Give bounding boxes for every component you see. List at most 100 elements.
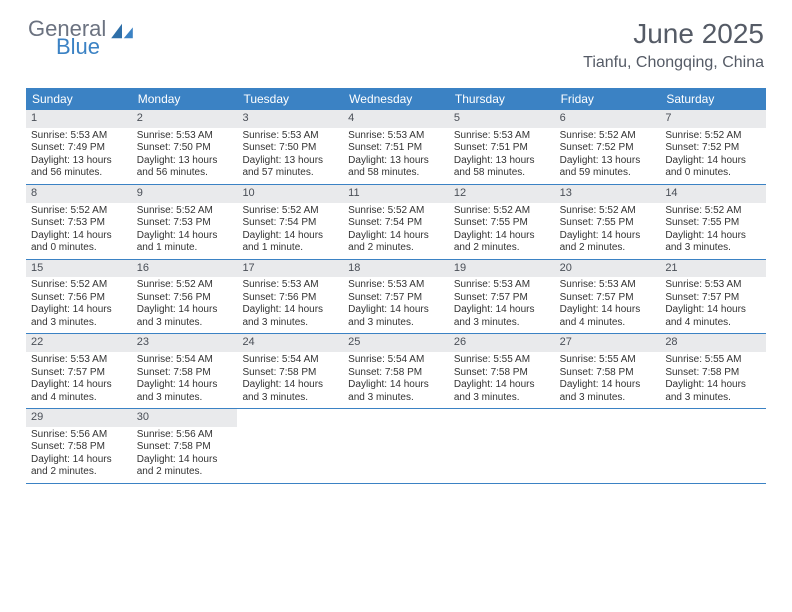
day-cell: 21Sunrise: 5:53 AMSunset: 7:57 PMDayligh… bbox=[660, 260, 766, 334]
day-cell: 26Sunrise: 5:55 AMSunset: 7:58 PMDayligh… bbox=[449, 334, 555, 408]
day-body: Sunrise: 5:54 AMSunset: 7:58 PMDaylight:… bbox=[343, 354, 449, 404]
sunrise-text: Sunrise: 5:53 AM bbox=[31, 130, 127, 143]
day-cell: 24Sunrise: 5:54 AMSunset: 7:58 PMDayligh… bbox=[237, 334, 343, 408]
day-body: Sunrise: 5:52 AMSunset: 7:54 PMDaylight:… bbox=[237, 205, 343, 255]
day-body: Sunrise: 5:53 AMSunset: 7:50 PMDaylight:… bbox=[132, 130, 238, 180]
empty-cell bbox=[449, 409, 555, 483]
sunset-text: Sunset: 7:53 PM bbox=[31, 217, 127, 230]
sunset-text: Sunset: 7:55 PM bbox=[454, 217, 550, 230]
sunrise-text: Sunrise: 5:53 AM bbox=[137, 130, 233, 143]
week-row: 1Sunrise: 5:53 AMSunset: 7:49 PMDaylight… bbox=[26, 110, 766, 185]
day-cell: 12Sunrise: 5:52 AMSunset: 7:55 PMDayligh… bbox=[449, 185, 555, 259]
day-header-cell: Friday bbox=[555, 88, 661, 110]
sunrise-text: Sunrise: 5:52 AM bbox=[348, 205, 444, 218]
sunset-text: Sunset: 7:58 PM bbox=[560, 367, 656, 380]
header: GeneralBlue June 2025 Tianfu, Chongqing,… bbox=[0, 0, 792, 78]
sunrise-text: Sunrise: 5:54 AM bbox=[242, 354, 338, 367]
day-cell: 15Sunrise: 5:52 AMSunset: 7:56 PMDayligh… bbox=[26, 260, 132, 334]
day-cell: 14 Sunrise: 5:52 AMSunset: 7:55 PMDayligh… bbox=[660, 185, 766, 259]
daylight-text: Daylight: 13 hours and 56 minutes. bbox=[137, 155, 233, 180]
sunrise-text: Sunrise: 5:52 AM bbox=[454, 205, 550, 218]
day-number: 3 bbox=[237, 110, 343, 128]
sunset-text: Sunset: 7:57 PM bbox=[560, 292, 656, 305]
daylight-text: Daylight: 14 hours and 0 minutes. bbox=[665, 155, 761, 180]
day-cell: 13Sunrise: 5:52 AMSunset: 7:55 PMDayligh… bbox=[555, 185, 661, 259]
empty-cell bbox=[555, 409, 661, 483]
sunrise-text: Sunrise: 5:56 AM bbox=[31, 429, 127, 442]
day-cell: 22Sunrise: 5:53 AMSunset: 7:57 PMDayligh… bbox=[26, 334, 132, 408]
calendar: SundayMondayTuesdayWednesdayThursdayFrid… bbox=[26, 88, 766, 484]
day-number: 24 bbox=[237, 334, 343, 352]
daylight-text: Daylight: 14 hours and 2 minutes. bbox=[31, 454, 127, 479]
page-title: June 2025 bbox=[583, 18, 764, 50]
week-row: 15Sunrise: 5:52 AMSunset: 7:56 PMDayligh… bbox=[26, 260, 766, 335]
empty-cell bbox=[660, 409, 766, 483]
day-cell: 23Sunrise: 5:54 AMSunset: 7:58 PMDayligh… bbox=[132, 334, 238, 408]
sunset-text: Sunset: 7:58 PM bbox=[454, 367, 550, 380]
day-body: Sunrise: 5:55 AMSunset: 7:58 PMDaylight:… bbox=[660, 354, 766, 404]
day-number: 19 bbox=[449, 260, 555, 278]
day-number: 1 bbox=[26, 110, 132, 128]
day-cell: 30 Sunrise: 5:56 AMSunset: 7:58 PMDayligh… bbox=[132, 409, 238, 483]
day-number: 14 bbox=[660, 185, 766, 203]
sunset-text: Sunset: 7:56 PM bbox=[242, 292, 338, 305]
sunset-text: Sunset: 7:54 PM bbox=[348, 217, 444, 230]
day-header-cell: Monday bbox=[132, 88, 238, 110]
day-cell: 17Sunrise: 5:53 AMSunset: 7:56 PMDayligh… bbox=[237, 260, 343, 334]
sunset-text: Sunset: 7:51 PM bbox=[348, 142, 444, 155]
sunrise-text: Sunrise: 5:53 AM bbox=[242, 130, 338, 143]
daylight-text: Daylight: 14 hours and 3 minutes. bbox=[137, 304, 233, 329]
day-number: 21 bbox=[660, 260, 766, 278]
day-body: Sunrise: 5:56 AMSunset: 7:58 PMDaylight:… bbox=[132, 429, 238, 479]
logo: GeneralBlue bbox=[28, 18, 136, 58]
day-number: 10 bbox=[237, 185, 343, 203]
day-number: 25 bbox=[343, 334, 449, 352]
sunset-text: Sunset: 7:58 PM bbox=[665, 367, 761, 380]
day-number: 2 bbox=[132, 110, 238, 128]
sunset-text: Sunset: 7:57 PM bbox=[454, 292, 550, 305]
title-block: June 2025 Tianfu, Chongqing, China bbox=[583, 18, 764, 72]
day-number: 7 bbox=[660, 110, 766, 128]
day-number: 11 bbox=[343, 185, 449, 203]
day-cell: 5Sunrise: 5:53 AMSunset: 7:51 PMDaylight… bbox=[449, 110, 555, 184]
sunrise-text: Sunrise: 5:53 AM bbox=[348, 279, 444, 292]
day-body: Sunrise: 5:52 AMSunset: 7:54 PMDaylight:… bbox=[343, 205, 449, 255]
week-row: 8Sunrise: 5:52 AMSunset: 7:53 PMDaylight… bbox=[26, 185, 766, 260]
day-body: Sunrise: 5:52 AMSunset: 7:55 PMDaylight:… bbox=[449, 205, 555, 255]
daylight-text: Daylight: 14 hours and 3 minutes. bbox=[665, 230, 761, 255]
day-body: Sunrise: 5:52 AMSunset: 7:55 PMDaylight:… bbox=[660, 205, 766, 255]
day-body: Sunrise: 5:52 AMSunset: 7:55 PMDaylight:… bbox=[555, 205, 661, 255]
sunrise-text: Sunrise: 5:53 AM bbox=[242, 279, 338, 292]
day-cell: 29Sunrise: 5:56 AMSunset: 7:58 PMDayligh… bbox=[26, 409, 132, 483]
sunrise-text: Sunrise: 5:53 AM bbox=[454, 130, 550, 143]
sunrise-text: Sunrise: 5:52 AM bbox=[31, 279, 127, 292]
day-header-cell: Tuesday bbox=[237, 88, 343, 110]
sunset-text: Sunset: 7:54 PM bbox=[242, 217, 338, 230]
day-cell: 3Sunrise: 5:53 AMSunset: 7:50 PMDaylight… bbox=[237, 110, 343, 184]
sunset-text: Sunset: 7:50 PM bbox=[137, 142, 233, 155]
sunset-text: Sunset: 7:55 PM bbox=[560, 217, 656, 230]
sunrise-text: Sunrise: 5:55 AM bbox=[560, 354, 656, 367]
sunrise-text: Sunrise: 5:52 AM bbox=[137, 279, 233, 292]
daylight-text: Daylight: 14 hours and 2 minutes. bbox=[137, 454, 233, 479]
day-body: Sunrise: 5:53 AMSunset: 7:51 PMDaylight:… bbox=[449, 130, 555, 180]
sunrise-text: Sunrise: 5:52 AM bbox=[137, 205, 233, 218]
location-text: Tianfu, Chongqing, China bbox=[583, 54, 764, 72]
sunset-text: Sunset: 7:58 PM bbox=[137, 367, 233, 380]
sunset-text: Sunset: 7:49 PM bbox=[31, 142, 127, 155]
daylight-text: Daylight: 14 hours and 3 minutes. bbox=[348, 379, 444, 404]
day-number: 18 bbox=[343, 260, 449, 278]
sunset-text: Sunset: 7:58 PM bbox=[31, 441, 127, 454]
day-body: Sunrise: 5:52 AMSunset: 7:56 PMDaylight:… bbox=[26, 279, 132, 329]
day-number: 27 bbox=[555, 334, 661, 352]
day-number: 30 bbox=[132, 409, 238, 427]
sunrise-text: Sunrise: 5:52 AM bbox=[560, 130, 656, 143]
sunset-text: Sunset: 7:52 PM bbox=[665, 142, 761, 155]
sunset-text: Sunset: 7:57 PM bbox=[348, 292, 444, 305]
sunrise-text: Sunrise: 5:53 AM bbox=[348, 130, 444, 143]
day-number: 4 bbox=[343, 110, 449, 128]
week-row: 29Sunrise: 5:56 AMSunset: 7:58 PMDayligh… bbox=[26, 409, 766, 484]
daylight-text: Daylight: 13 hours and 58 minutes. bbox=[348, 155, 444, 180]
daylight-text: Daylight: 14 hours and 3 minutes. bbox=[560, 379, 656, 404]
day-cell: 1Sunrise: 5:53 AMSunset: 7:49 PMDaylight… bbox=[26, 110, 132, 184]
